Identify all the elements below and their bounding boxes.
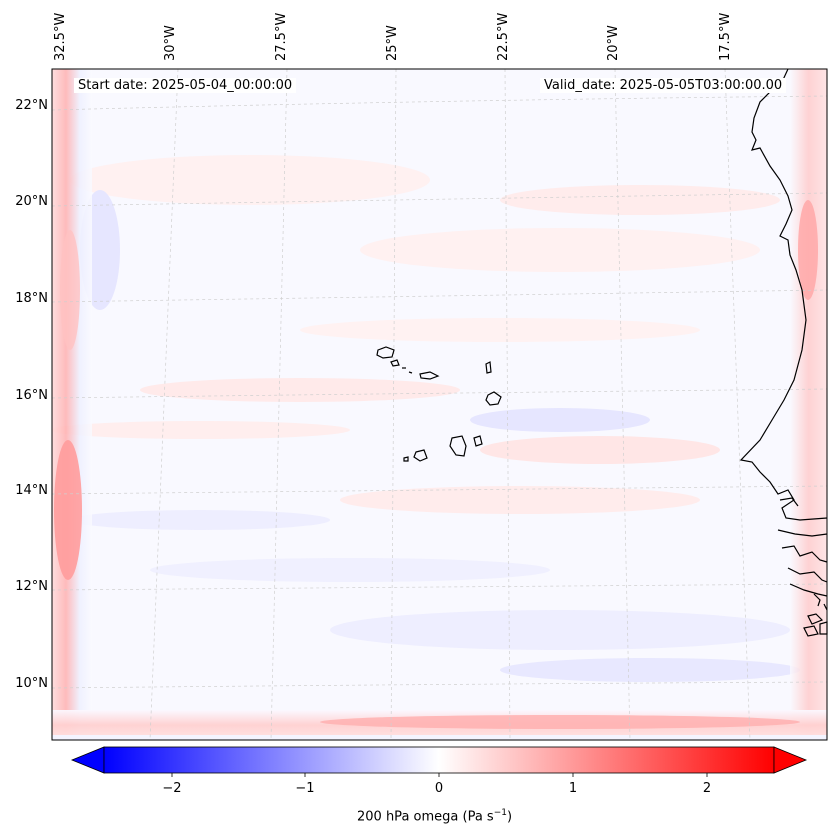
omega-field — [52, 69, 827, 740]
lon-label: 27.5°W — [274, 12, 289, 61]
lon-label: 17.5°W — [718, 12, 733, 61]
lon-label: 22.5°W — [496, 12, 511, 61]
valid-date-label: Valid_date: 2025-05-05T03:00:00.00 — [540, 78, 787, 93]
lon-label: 32.5°W — [53, 12, 68, 61]
lon-label: 20°W — [606, 25, 621, 61]
african-coastline — [739, 68, 828, 637]
lat-label: 10°N — [15, 676, 48, 691]
cape-verde-islands — [376, 346, 502, 462]
lon-label: 30°W — [163, 25, 178, 61]
lat-label: 20°N — [15, 194, 48, 209]
map-frame — [51, 68, 828, 741]
colorbar-label-text: 200 hPa omega (Pa s — [357, 809, 494, 825]
lat-label: 18°N — [15, 291, 48, 306]
colorbar-label-exponent: −1 — [493, 808, 507, 818]
colorbar-label: 200 hPa omega (Pa s−1) — [357, 808, 512, 824]
graticule — [52, 69, 827, 740]
lat-label: 14°N — [15, 483, 48, 498]
colorbar-tick-label: −2 — [162, 781, 182, 796]
colorbar-label-close: ) — [506, 809, 513, 825]
lat-label: 22°N — [15, 98, 48, 113]
colorbar-tick-label: 2 — [702, 781, 712, 796]
colorbar-tick-label: −1 — [295, 781, 315, 796]
lat-label: 12°N — [15, 579, 48, 594]
colorbar — [70, 746, 808, 777]
colorbar-tick-label: 0 — [434, 781, 444, 796]
lat-label: 16°N — [15, 388, 48, 403]
start-date-label: Start date: 2025-05-04_00:00:00 — [74, 78, 297, 93]
colorbar-tick-label: 1 — [568, 781, 578, 796]
lon-label: 25°W — [385, 25, 400, 61]
